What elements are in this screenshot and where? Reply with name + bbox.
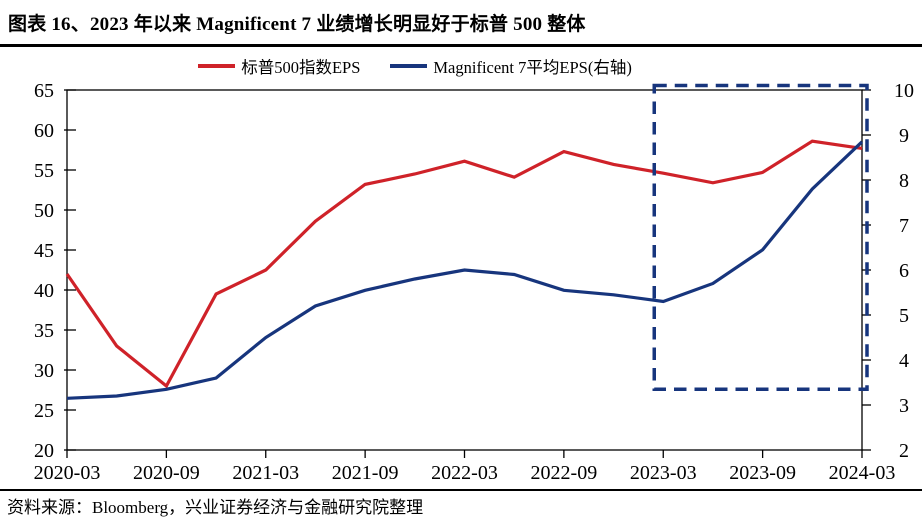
legend-item-sp500: 标普500指数EPS <box>198 54 360 78</box>
source-note: 资料来源：Bloomberg，兴业证券经济与金融研究院整理 <box>7 498 424 517</box>
svg-text:2022-09: 2022-09 <box>531 462 598 484</box>
svg-text:2021-09: 2021-09 <box>332 462 399 484</box>
svg-text:20: 20 <box>34 440 54 462</box>
left-axis: 20 25 30 35 40 45 50 55 60 65 <box>34 80 76 462</box>
svg-text:50: 50 <box>34 200 54 222</box>
svg-text:2023-03: 2023-03 <box>630 462 697 484</box>
svg-text:60: 60 <box>34 120 54 142</box>
svg-text:45: 45 <box>34 240 54 262</box>
series-line-sp500 <box>65 139 863 389</box>
svg-text:2021-03: 2021-03 <box>232 462 299 484</box>
svg-text:9: 9 <box>899 125 909 147</box>
x-axis: 2020-03 2020-09 2021-03 2021-09 2022-03 2022-… <box>34 450 896 484</box>
legend-item-mag7: Magnificent 7平均EPS(右轴) <box>390 54 632 78</box>
svg-text:35: 35 <box>34 320 54 342</box>
svg-text:10: 10 <box>894 80 914 102</box>
figure-title: 图表 16、2023 年以来 Magnificent 7 业绩增长明显好于标普 … <box>8 14 586 35</box>
svg-text:2022-03: 2022-03 <box>431 462 498 484</box>
svg-text:2020-03: 2020-03 <box>34 462 101 484</box>
svg-text:8: 8 <box>899 170 909 192</box>
svg-text:7: 7 <box>899 215 909 237</box>
right-axis: 2 3 4 5 6 7 8 9 10 <box>862 80 914 462</box>
svg-text:25: 25 <box>34 400 54 422</box>
footer-divider <box>0 489 922 491</box>
legend-line-mag7-icon <box>390 64 428 68</box>
highlight-box-2023-onward <box>652 83 869 391</box>
svg-text:5: 5 <box>899 305 909 327</box>
svg-text:4: 4 <box>899 350 909 372</box>
svg-text:3: 3 <box>899 395 909 417</box>
svg-text:40: 40 <box>34 280 54 302</box>
chart-legend: 标普500指数EPS Magnificent 7平均EPS(右轴) <box>0 54 922 78</box>
svg-text:6: 6 <box>899 260 909 282</box>
svg-text:30: 30 <box>34 360 54 382</box>
legend-label-mag7: Magnificent 7平均EPS(右轴) <box>433 58 632 77</box>
series-line-mag7 <box>66 140 864 400</box>
svg-text:2024-03: 2024-03 <box>829 462 896 484</box>
title-divider <box>0 44 922 47</box>
legend-line-sp500-icon <box>198 64 236 68</box>
svg-text:65: 65 <box>34 80 54 102</box>
svg-text:2023-09: 2023-09 <box>729 462 796 484</box>
svg-text:2020-09: 2020-09 <box>133 462 200 484</box>
svg-text:55: 55 <box>34 160 54 182</box>
legend-label-sp500: 标普500指数EPS <box>241 58 361 77</box>
svg-text:2: 2 <box>899 440 909 462</box>
